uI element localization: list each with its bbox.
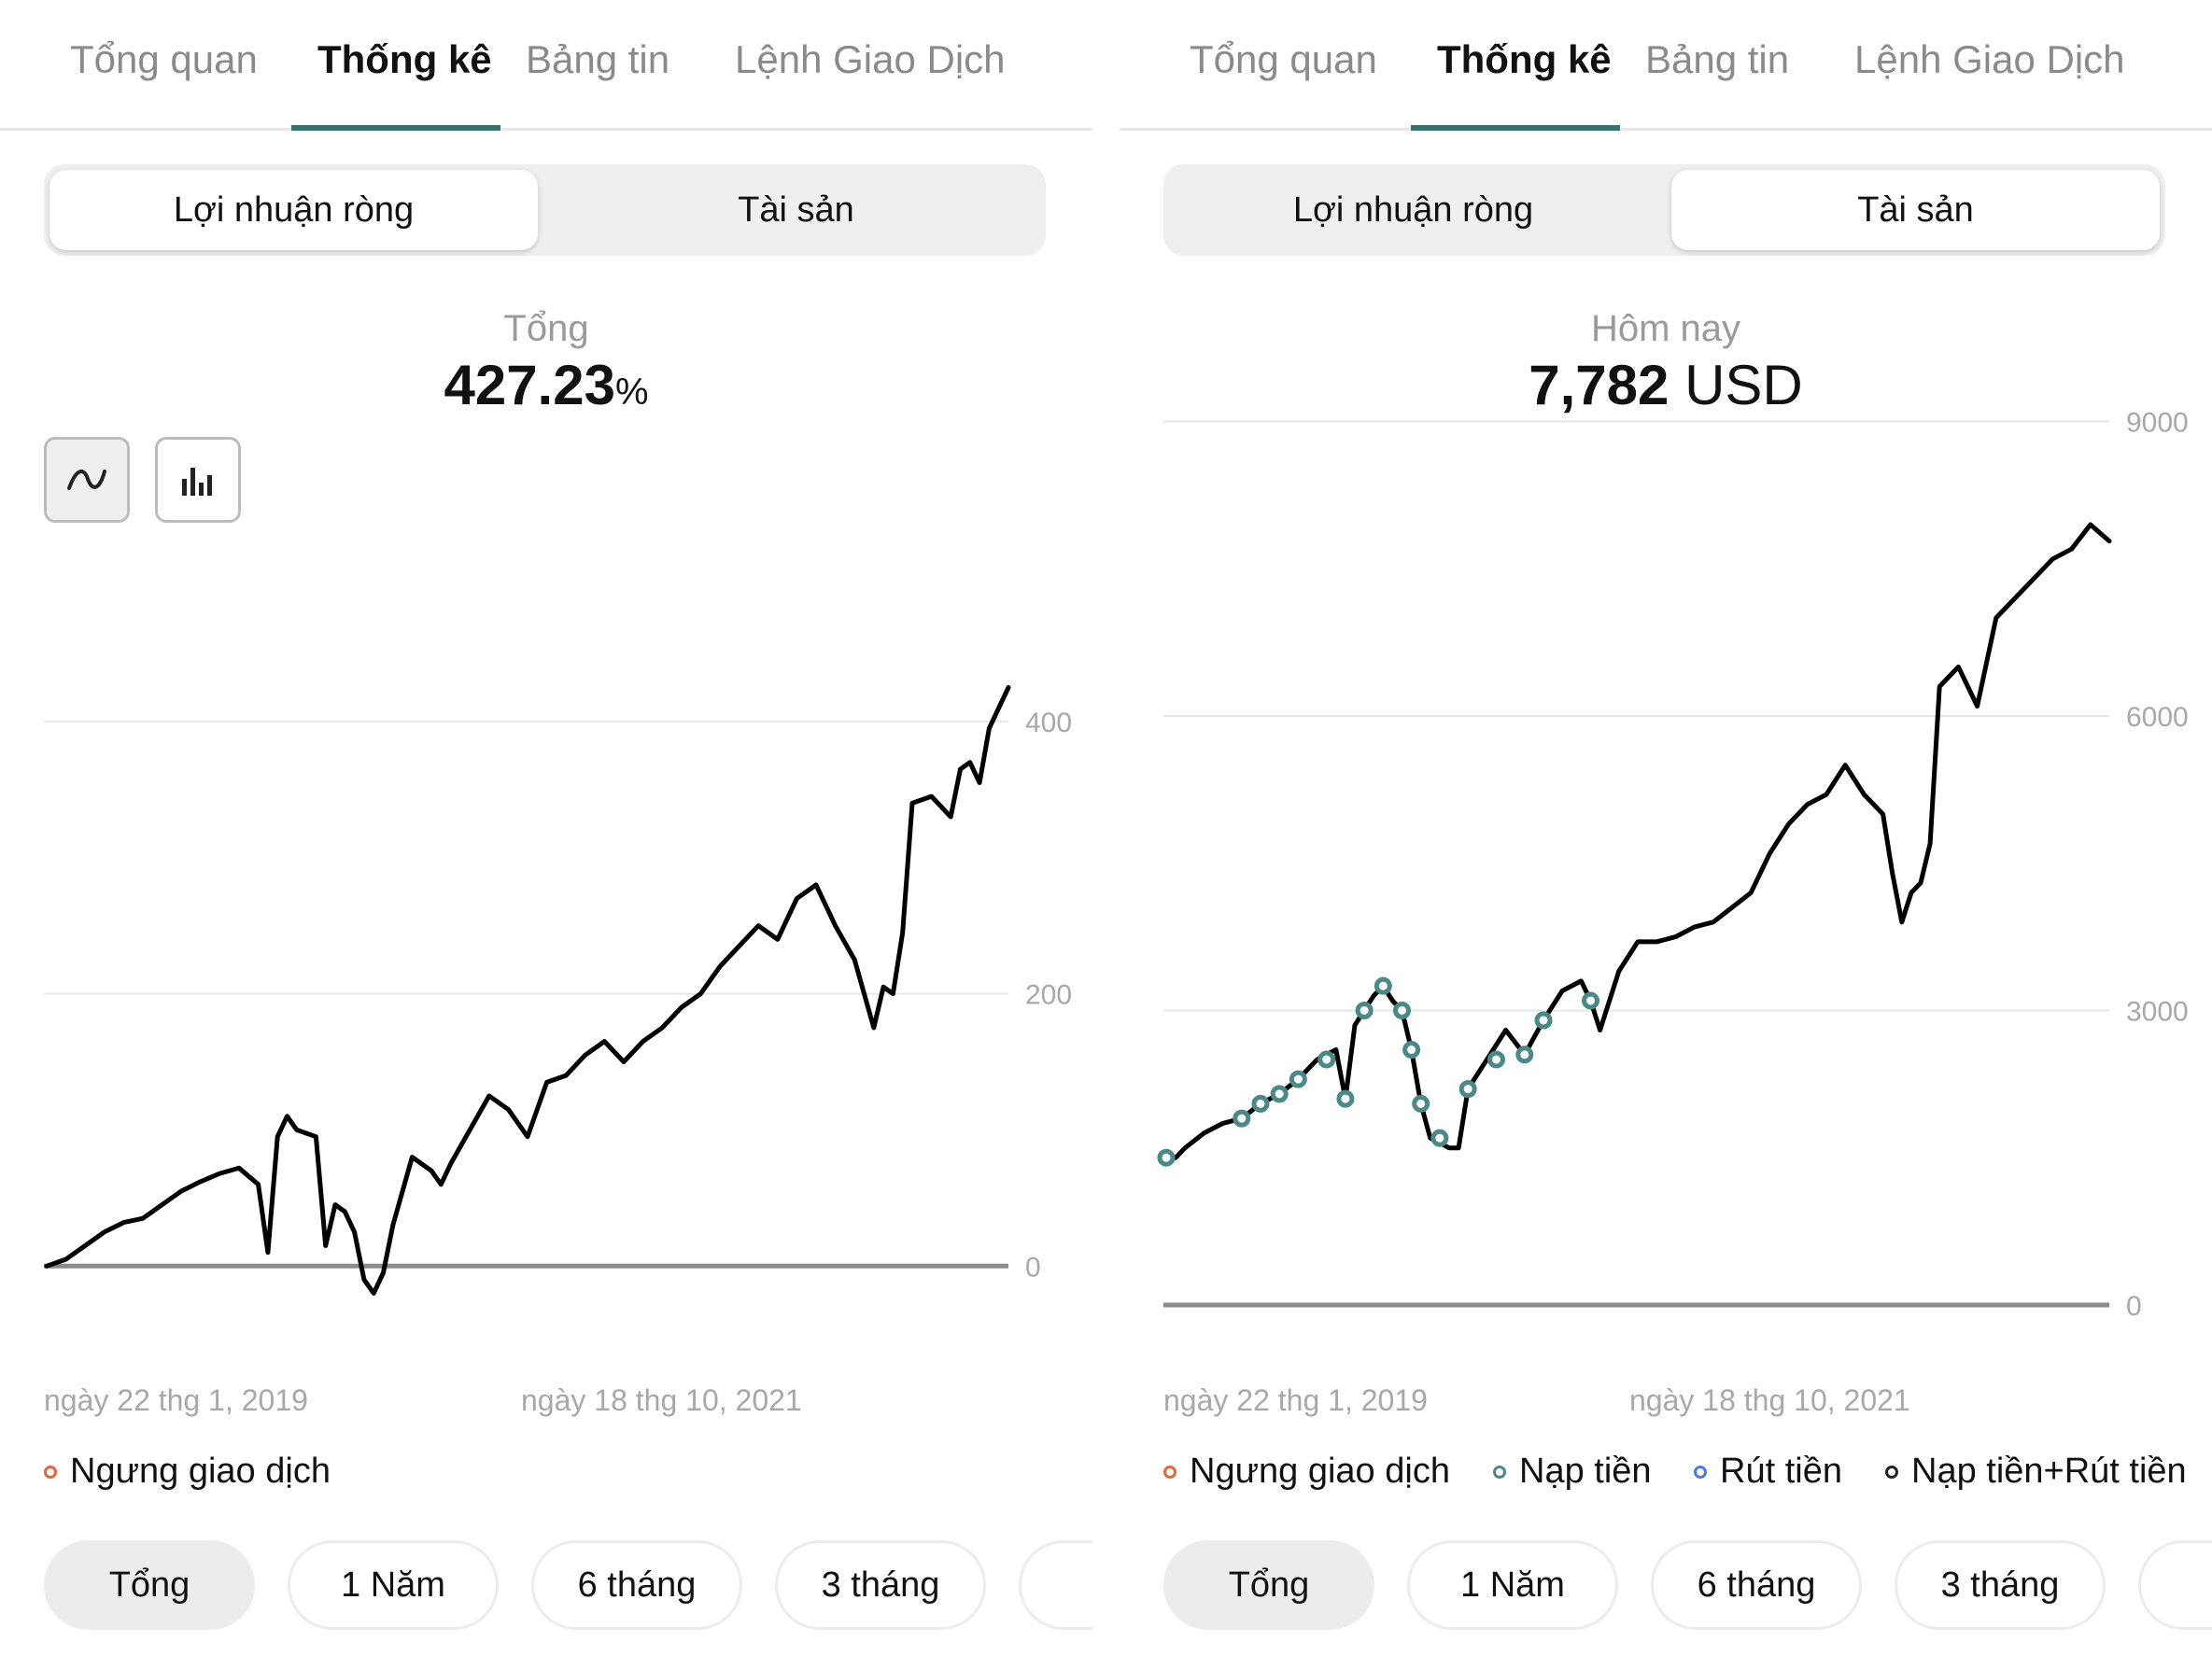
deposit-marker xyxy=(1430,1129,1449,1147)
net-profit-chart: 0 200 400 xyxy=(44,685,1072,1296)
period-1-year[interactable]: 1 Năm xyxy=(1407,1540,1618,1630)
legend: Ngưng giao dịch xyxy=(0,1452,1092,1498)
bar-chart-icon xyxy=(182,468,212,496)
assets-panel: Tổng quan Thống kê Bảng tin Lệnh Giao Dị… xyxy=(1120,0,2212,1670)
period-all[interactable]: Tổng xyxy=(44,1540,255,1630)
tab-overview[interactable]: Tổng quan xyxy=(1190,37,1377,81)
x-label-start: ngày 22 thg 1, 2019 xyxy=(1163,1383,1428,1417)
deposit-marker xyxy=(1582,991,1599,1010)
deposit-marker xyxy=(1355,1001,1374,1019)
summary-unit: USD xyxy=(1684,354,1803,416)
series-line xyxy=(44,685,1011,1296)
deposit-marker xyxy=(1270,1085,1289,1103)
deposit-marker xyxy=(1251,1094,1270,1113)
active-tab-indicator xyxy=(1411,125,1620,131)
line-chart-toggle[interactable] xyxy=(44,437,130,523)
active-tab-indicator xyxy=(291,125,500,131)
tab-statistics[interactable]: Thống kê xyxy=(317,37,492,81)
summary-number: 7,782 xyxy=(1529,354,1670,416)
segment-assets[interactable]: Tài sản xyxy=(1671,170,2160,250)
legend-label: Nạp tiền xyxy=(1519,1452,1652,1491)
deposit-marker xyxy=(1157,1148,1176,1167)
line-chart-icon xyxy=(67,470,106,490)
period-1-month[interactable]: 1 xyxy=(1019,1540,1092,1630)
y-tick-label: 400 xyxy=(1025,708,1072,738)
y-tick-label: 6000 xyxy=(2126,702,2189,733)
x-label-mid: ngày 18 thg 10, 2021 xyxy=(1629,1383,1910,1417)
legend-label: Ngưng giao dịch xyxy=(1190,1452,1450,1491)
y-tick-label: 200 xyxy=(1025,980,1072,1011)
y-tick-label: 0 xyxy=(2126,1291,2142,1322)
period-6-months[interactable]: 6 tháng xyxy=(531,1540,742,1630)
period-3-months[interactable]: 3 tháng xyxy=(1895,1540,2106,1630)
period-all[interactable]: Tổng xyxy=(1163,1540,1374,1630)
top-tabs: Tổng quan Thống kê Bảng tin Lệnh Giao Dị… xyxy=(1120,0,2212,131)
summary-unit: % xyxy=(614,372,649,413)
deposit-marker xyxy=(1412,1094,1430,1113)
stop-trading-marker-icon xyxy=(44,1465,57,1479)
legend-deposit: Nạp tiền xyxy=(1493,1452,1652,1492)
summary-value: 7,782 USD xyxy=(1120,353,2212,417)
summary-value: 427.23% xyxy=(0,353,1092,417)
y-tick-label: 0 xyxy=(1025,1252,1041,1283)
deposit-marker xyxy=(1393,1001,1411,1019)
y-tick-label: 9000 xyxy=(2126,408,2189,439)
deposit-marker xyxy=(1289,1070,1307,1088)
segment-control: Lợi nhuận ròng Tài sản xyxy=(44,164,1046,256)
legend-stop-trading: Ngưng giao dịch xyxy=(1163,1452,1450,1492)
top-tabs: Tổng quan Thống kê Bảng tin Lệnh Giao Dị… xyxy=(0,0,1092,131)
legend-label: Rút tiền xyxy=(1720,1452,1842,1491)
segment-net-profit[interactable]: Lợi nhuận ròng xyxy=(1292,189,1534,230)
period-1-month[interactable]: 1 xyxy=(2138,1540,2212,1630)
x-label-mid: ngày 18 thg 10, 2021 xyxy=(521,1383,802,1417)
deposit-marker xyxy=(1317,1050,1336,1069)
deposit-marker xyxy=(1336,1089,1355,1108)
legend-deposit-withdraw: Nạp tiền+Rút tiền xyxy=(1885,1452,2187,1492)
segment-control: Lợi nhuận ròng Tài sản xyxy=(1163,164,2165,256)
legend-withdraw: Rút tiền xyxy=(1694,1452,1842,1492)
x-label-start: ngày 22 thg 1, 2019 xyxy=(44,1383,308,1417)
withdraw-marker-icon xyxy=(1694,1465,1707,1479)
period-1-year[interactable]: 1 Năm xyxy=(288,1540,499,1630)
tab-trading-orders[interactable]: Lệnh Giao Dịch xyxy=(735,37,1006,81)
y-tick-label: 3000 xyxy=(2126,996,2189,1027)
period-3-months[interactable]: 3 tháng xyxy=(775,1540,986,1630)
segment-assets[interactable]: Tài sản xyxy=(738,189,854,230)
tab-news[interactable]: Bảng tin xyxy=(1645,37,1790,81)
deposit-marker xyxy=(1515,1046,1534,1064)
period-selector: Tổng 1 Năm 6 tháng 3 tháng 1 xyxy=(0,1540,1092,1634)
period-6-months[interactable]: 6 tháng xyxy=(1651,1540,1862,1630)
summary-number: 427.23 xyxy=(444,354,615,416)
segment-net-profit[interactable]: Lợi nhuận ròng xyxy=(49,170,538,250)
deposit-marker xyxy=(1487,1050,1505,1069)
legend-label: Ngưng giao dịch xyxy=(70,1452,331,1491)
tab-overview[interactable]: Tổng quan xyxy=(70,37,258,81)
deposit-marker xyxy=(1233,1109,1251,1128)
deposit-withdraw-marker-icon xyxy=(1885,1465,1898,1479)
period-selector: Tổng 1 Năm 6 tháng 3 tháng 1 xyxy=(1120,1540,2212,1634)
tab-news[interactable]: Bảng tin xyxy=(526,37,670,81)
bar-chart-toggle[interactable] xyxy=(155,437,241,523)
legend-stop-trading: Ngưng giao dịch xyxy=(44,1452,331,1492)
summary-label: Tổng xyxy=(503,308,589,349)
stop-trading-marker-icon xyxy=(1163,1465,1176,1479)
net-profit-panel: Tổng quan Thống kê Bảng tin Lệnh Giao Dị… xyxy=(0,0,1092,1670)
deposit-marker xyxy=(1402,1041,1421,1060)
series-line xyxy=(1163,522,2112,1160)
tab-statistics[interactable]: Thống kê xyxy=(1437,37,1612,81)
summary-label: Hôm nay xyxy=(1590,308,1741,349)
legend-label: Nạp tiền+Rút tiền xyxy=(1911,1452,2187,1491)
deposit-marker xyxy=(1534,1011,1553,1030)
legend: Ngưng giao dịch Nạp tiền Rút tiền Nạp ti… xyxy=(1120,1452,2212,1498)
tab-trading-orders[interactable]: Lệnh Giao Dịch xyxy=(1854,37,2125,81)
assets-chart: 0 3000 6000 9000 xyxy=(1157,408,2189,1322)
deposit-marker xyxy=(1458,1080,1477,1099)
deposit-marker xyxy=(1374,976,1392,995)
deposit-marker-icon xyxy=(1493,1465,1506,1479)
